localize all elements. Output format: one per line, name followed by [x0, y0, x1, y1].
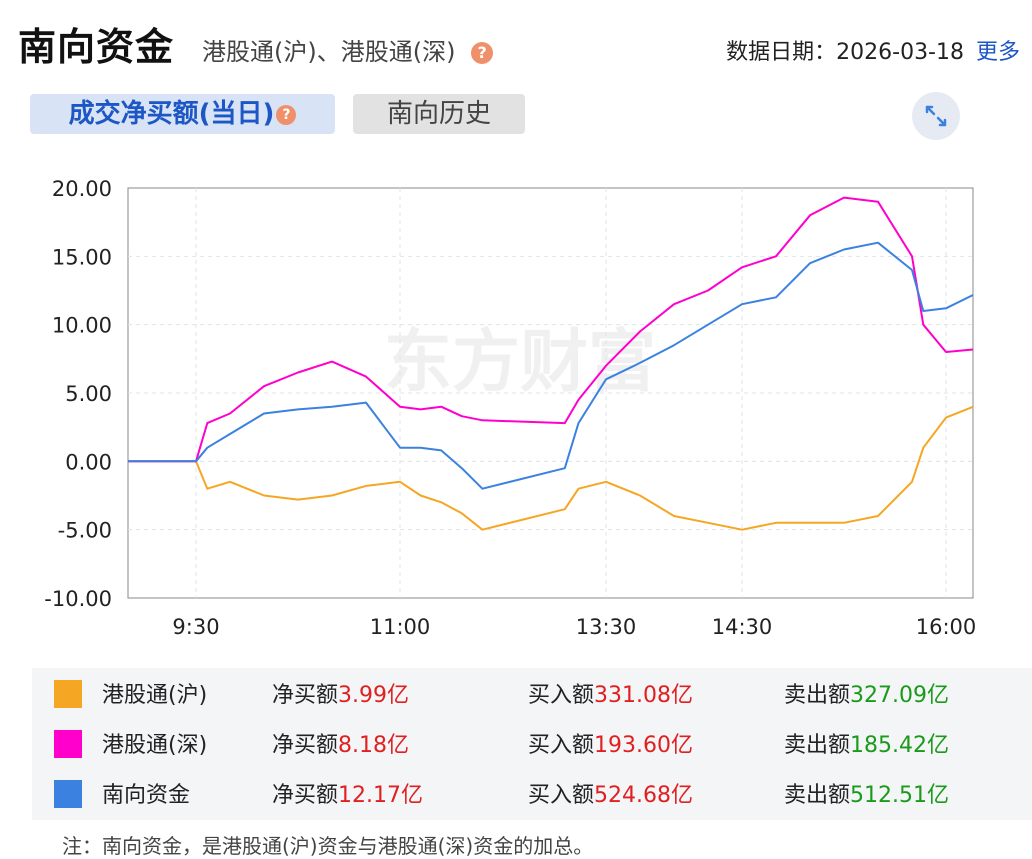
subtitle-text: 港股通(沪)、港股通(深)	[202, 38, 456, 66]
net-buy-label: 净买额	[272, 683, 339, 708]
net-buy-value: 8.18亿	[338, 733, 410, 758]
x-tick-label: 11:00	[370, 615, 431, 639]
sell-value: 185.42亿	[850, 733, 949, 758]
summary-row-shen: 港股通(深) 净买额8.18亿 买入额193.60亿 卖出额185.42亿	[32, 718, 1032, 768]
y-axis-ticks: 20.00 15.00 10.00 5.00 0.00 -5.00 -10.00	[44, 177, 112, 611]
buy-value: 193.60亿	[594, 733, 693, 758]
y-tick-label: -10.00	[44, 587, 112, 611]
grid	[127, 187, 974, 599]
question-circle-icon[interactable]: ?	[471, 42, 494, 64]
buy-label: 买入额	[528, 733, 595, 758]
x-tick-label: 14:30	[712, 615, 773, 639]
x-tick-label: 16:00	[916, 615, 977, 639]
question-circle-icon[interactable]: ?	[276, 104, 297, 125]
buy-value: 524.68亿	[594, 783, 693, 808]
series-swatch	[54, 780, 82, 808]
tab-net-buy-today[interactable]: 成交净买额(当日)?	[30, 94, 335, 134]
net-buy-cell: 净买额12.17亿	[272, 777, 423, 809]
y-tick-label: 0.00	[65, 450, 112, 474]
chart-area: 东方财富 20.0015.0010.005.000.00-5.00-10.00 …	[44, 177, 976, 639]
net-buy-cell: 净买额3.99亿	[272, 677, 409, 709]
x-tick-label: 13:30	[576, 615, 637, 639]
series-name: 南向资金	[102, 783, 191, 808]
watermark: 东方财富	[384, 323, 656, 402]
net-buy-label: 净买额	[272, 733, 339, 758]
buy-cell: 买入额331.08亿	[528, 677, 693, 709]
buy-label: 买入额	[528, 683, 595, 708]
buy-value: 331.08亿	[594, 683, 693, 708]
sell-cell: 卖出额185.42亿	[784, 727, 949, 759]
series-swatch	[54, 730, 82, 758]
y-tick-label: 10.00	[52, 314, 112, 338]
buy-label: 买入额	[528, 783, 595, 808]
sell-value: 327.09亿	[850, 683, 949, 708]
net-buy-value: 12.17亿	[338, 783, 423, 808]
y-tick-label: 15.00	[52, 245, 112, 269]
expand-button[interactable]	[912, 92, 960, 140]
header: 南向资金 港股通(沪)、港股通(深) ? 数据日期：2026-03-18 更多	[18, 12, 1022, 69]
page-subtitle: 港股通(沪)、港股通(深) ?	[202, 32, 494, 67]
expand-arrows-icon	[925, 105, 947, 127]
net-buy-value: 3.99亿	[338, 683, 410, 708]
series-name: 港股通(深)	[102, 733, 208, 758]
net-buy-label: 净买额	[272, 783, 339, 808]
net-buy-cell: 净买额8.18亿	[272, 727, 409, 759]
sell-label: 卖出额	[784, 733, 851, 758]
series-swatch	[54, 680, 82, 708]
sell-value: 512.51亿	[850, 783, 949, 808]
x-axis-ticks: 9:30 11:00 13:30 14:30 16:00	[172, 615, 976, 639]
x-tick-label: 9:30	[172, 615, 219, 639]
buy-cell: 买入额524.68亿	[528, 777, 693, 809]
series-line	[128, 405, 974, 531]
series-lines	[128, 196, 974, 531]
series-name: 港股通(沪)	[102, 683, 208, 708]
summary-row-hu: 港股通(沪) 净买额3.99亿 买入额331.08亿 卖出额327.09亿	[32, 668, 1032, 718]
buy-cell: 买入额193.60亿	[528, 727, 693, 759]
more-link[interactable]: 更多	[975, 40, 1020, 65]
tab-net-buy-today-label: 成交净买额(当日)	[68, 99, 275, 129]
y-tick-label: -5.00	[58, 519, 112, 543]
sell-label: 卖出额	[784, 683, 851, 708]
footnote: 注：南向资金，是港股通(沪)资金与港股通(深)资金的加总。	[62, 834, 594, 858]
tab-southbound-history[interactable]: 南向历史	[353, 94, 525, 134]
y-tick-label: 20.00	[52, 177, 112, 201]
summary-row-south: 南向资金 净买额12.17亿 买入额524.68亿 卖出额512.51亿	[32, 768, 1032, 818]
summary-table: 港股通(沪) 净买额3.99亿 买入额331.08亿 卖出额327.09亿 港股…	[32, 668, 1032, 820]
data-date: 数据日期：2026-03-18	[726, 40, 964, 65]
sell-cell: 卖出额512.51亿	[784, 777, 949, 809]
page-title: 南向资金	[18, 25, 175, 69]
sell-label: 卖出额	[784, 783, 851, 808]
sell-cell: 卖出额327.09亿	[784, 677, 949, 709]
y-tick-label: 5.00	[65, 382, 112, 406]
series-line	[128, 241, 974, 490]
series-line	[128, 196, 974, 463]
